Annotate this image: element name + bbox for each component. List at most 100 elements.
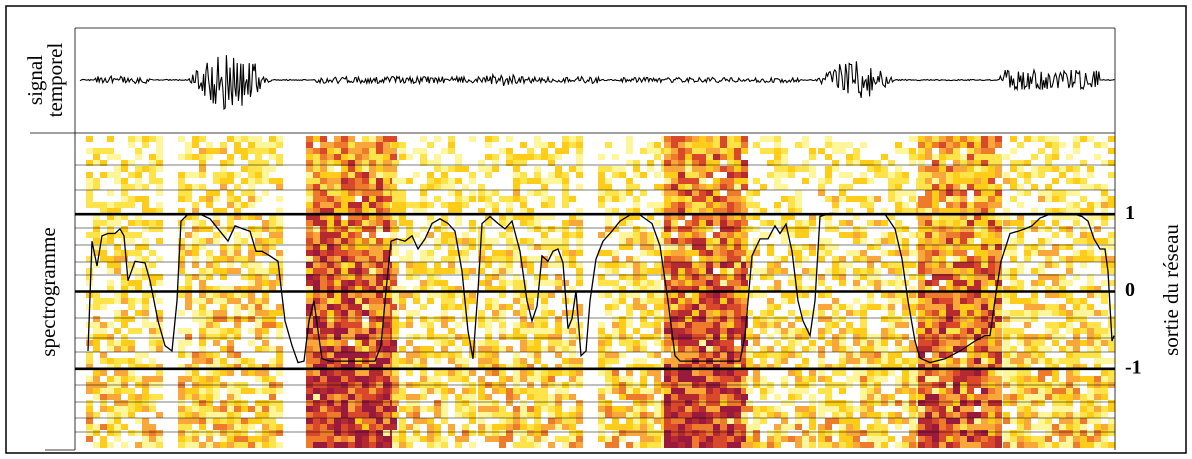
- spectrogram-cell: [1010, 148, 1017, 154]
- spectrogram-cell: [527, 226, 534, 232]
- spectrogram-cell: [925, 244, 932, 250]
- spectrogram-cell: [392, 178, 399, 184]
- spectrogram-cell: [227, 400, 234, 406]
- spectrogram-cell: [932, 250, 939, 256]
- spectrogram-cell: [860, 328, 867, 334]
- spectrogram-cell: [306, 208, 313, 214]
- spectrogram-cell: [448, 352, 455, 358]
- spectrogram-cell: [362, 268, 369, 274]
- spectrogram-cell: [795, 376, 802, 382]
- spectrogram-cell: [306, 424, 313, 430]
- spectrogram-cell: [320, 334, 327, 340]
- spectrogram-cell: [107, 412, 114, 418]
- spectrogram-cell: [355, 340, 362, 346]
- spectrogram-cell: [399, 364, 406, 370]
- spectrogram-cell: [121, 232, 128, 238]
- spectrogram-cell: [640, 334, 647, 340]
- spectrogram-cell: [213, 430, 220, 436]
- spectrogram-cell: [192, 388, 199, 394]
- spectrogram-cell: [369, 364, 376, 370]
- spectrogram-cell: [348, 286, 355, 292]
- spectrogram-cell: [692, 346, 699, 352]
- spectrogram-cell: [753, 202, 760, 208]
- spectrogram-cell: [269, 424, 276, 430]
- spectrogram-cell: [874, 352, 881, 358]
- spectrogram-cell: [478, 166, 485, 172]
- spectrogram-cell: [100, 400, 107, 406]
- spectrogram-cell: [100, 202, 107, 208]
- spectrogram-cell: [376, 244, 383, 250]
- spectrogram-cell: [199, 334, 206, 340]
- spectrogram-cell: [685, 286, 692, 292]
- spectrogram-cell: [995, 226, 1002, 232]
- spectrogram-cell: [699, 316, 706, 322]
- spectrogram-cell: [413, 208, 420, 214]
- spectrogram-cell: [220, 172, 227, 178]
- spectrogram-cell: [619, 406, 626, 412]
- spectrogram-cell: [114, 364, 121, 370]
- spectrogram-cell: [462, 232, 469, 238]
- spectrogram-cell: [248, 328, 255, 334]
- spectrogram-cell: [692, 436, 699, 442]
- spectrogram-cell: [874, 160, 881, 166]
- spectrogram-cell: [262, 166, 269, 172]
- spectrogram-cell: [269, 166, 276, 172]
- spectrogram-cell: [902, 442, 909, 448]
- spectrogram-cell: [355, 256, 362, 262]
- spectrogram-cell: [925, 394, 932, 400]
- spectrogram-cell: [334, 376, 341, 382]
- spectrogram-cell: [255, 370, 262, 376]
- spectrogram-cell: [946, 238, 953, 244]
- spectrogram-cell: [348, 166, 355, 172]
- spectrogram-cell: [320, 388, 327, 394]
- spectrogram-cell: [995, 340, 1002, 346]
- spectrogram-cell: [499, 322, 506, 328]
- spectrogram-cell: [1031, 280, 1038, 286]
- spectrogram-cell: [227, 136, 234, 142]
- spectrogram-cell: [355, 316, 362, 322]
- spectrogram-cell: [534, 358, 541, 364]
- spectrogram-cell: [185, 154, 192, 160]
- spectrogram-cell: [562, 262, 569, 268]
- spectrogram-cell: [685, 394, 692, 400]
- spectrogram-cell: [420, 304, 427, 310]
- spectrogram-cell: [376, 160, 383, 166]
- spectrogram-cell: [220, 442, 227, 448]
- spectrogram-cell: [788, 214, 795, 220]
- spectrogram-cell: [953, 364, 960, 370]
- spectrogram-cell: [967, 286, 974, 292]
- spectrogram-cell: [1017, 424, 1024, 430]
- spectrogram-cell: [441, 298, 448, 304]
- spectrogram-cell: [534, 142, 541, 148]
- spectrogram-cell: [1038, 148, 1045, 154]
- spectrogram-cell: [369, 442, 376, 448]
- spectrogram-cell: [185, 430, 192, 436]
- spectrogram-cell: [114, 376, 121, 382]
- spectrogram-cell: [341, 400, 348, 406]
- spectrogram-cell: [720, 346, 727, 352]
- spectrogram-cell: [809, 172, 816, 178]
- spectrogram-cell: [774, 136, 781, 142]
- spectrogram-cell: [269, 142, 276, 148]
- spectrogram-cell: [974, 178, 981, 184]
- spectrogram-cell: [492, 436, 499, 442]
- spectrogram-cell: [383, 394, 390, 400]
- spectrogram-cell: [1031, 172, 1038, 178]
- spectrogram-cell: [420, 370, 427, 376]
- spectrogram-cell: [248, 442, 255, 448]
- spectrogram-cell: [569, 412, 576, 418]
- spectrogram-cell: [248, 142, 255, 148]
- spectrogram-cell: [478, 310, 485, 316]
- spectrogram-cell: [1010, 400, 1017, 406]
- spectrogram-cell: [376, 226, 383, 232]
- spectrogram-cell: [376, 208, 383, 214]
- spectrogram-cell: [555, 274, 562, 280]
- spectrogram-cell: [946, 328, 953, 334]
- spectrogram-cell: [213, 406, 220, 412]
- spectrogram-cell: [562, 388, 569, 394]
- spectrogram-cell: [1038, 262, 1045, 268]
- spectrogram-cell: [839, 370, 846, 376]
- spectrogram-cell: [1024, 334, 1031, 340]
- spectrogram-cell: [960, 268, 967, 274]
- spectrogram-cell: [1024, 418, 1031, 424]
